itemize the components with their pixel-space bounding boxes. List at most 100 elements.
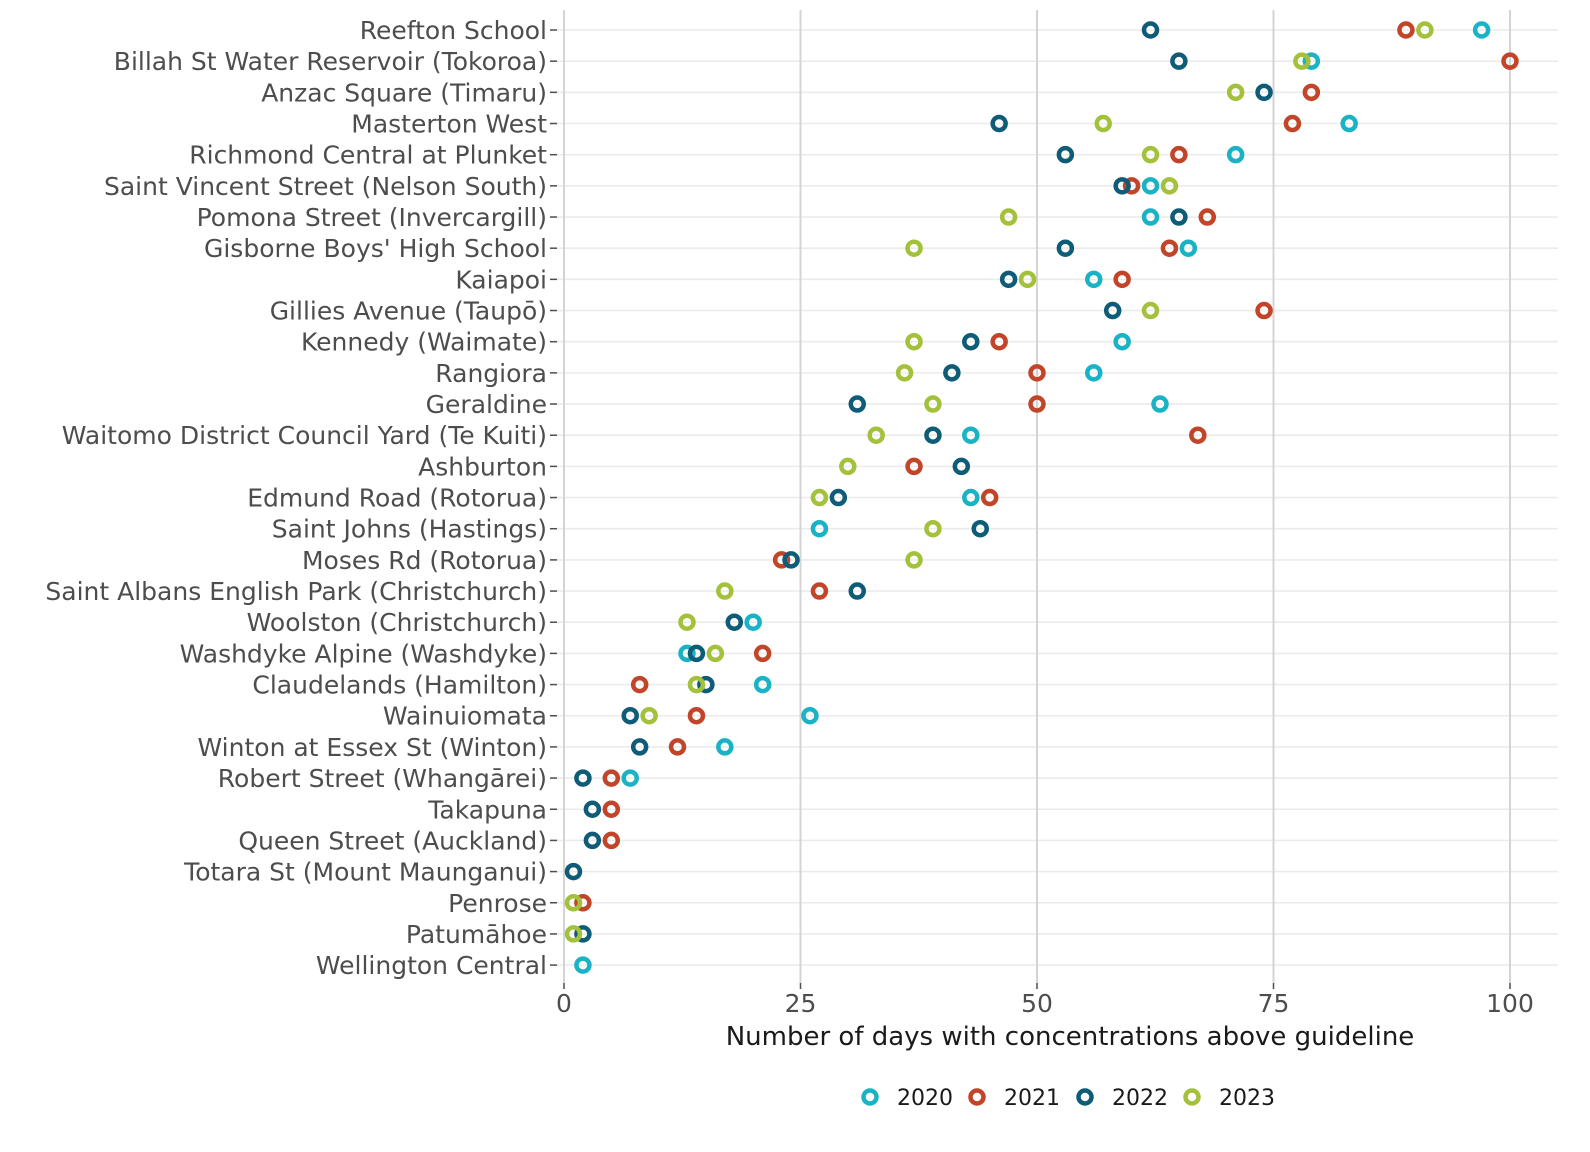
data-point-2022 — [1141, 21, 1160, 39]
site-label: Washdyke Alpine (Washdyke) — [180, 639, 547, 668]
site-label: Geraldine — [426, 390, 547, 419]
x-tick-label: 25 — [785, 989, 817, 1018]
legend-label: 2020 — [897, 1086, 953, 1111]
data-point-2021 — [905, 457, 923, 476]
data-point-2021 — [810, 582, 829, 600]
site-label: Ashburton — [418, 452, 547, 481]
x-tick-label: 100 — [1486, 989, 1534, 1018]
data-point-2022 — [583, 800, 602, 818]
data-point-2023 — [1416, 21, 1434, 39]
data-point-2021 — [980, 488, 999, 507]
data-point-2022 — [1056, 145, 1075, 164]
data-point-2020 — [744, 613, 762, 631]
site-label: Pomona Street (Invercargill) — [197, 203, 547, 232]
data-point-2023 — [895, 364, 914, 382]
site-label: Moses Rd (Rotorua) — [302, 546, 547, 575]
data-point-2022 — [621, 706, 639, 725]
data-point-2020 — [1141, 177, 1160, 195]
data-point-2020 — [1302, 52, 1321, 70]
data-point-2021 — [668, 738, 687, 756]
data-point-2023 — [716, 582, 734, 600]
data-point-2021 — [687, 706, 706, 725]
site-label: Saint Johns (Hastings) — [272, 515, 547, 544]
data-point-2023 — [687, 675, 706, 694]
site-label: Woolston (Christchurch) — [247, 608, 547, 637]
data-point-2021 — [602, 831, 621, 850]
data-point-2020 — [1151, 395, 1169, 413]
data-point-2021 — [1113, 270, 1131, 289]
legend-label: 2022 — [1112, 1086, 1168, 1111]
data-point-2021 — [1170, 145, 1188, 164]
data-point-2022 — [829, 488, 848, 507]
data-point-2023 — [1226, 83, 1245, 102]
data-point-2020 — [716, 738, 734, 756]
site-label: Robert Street (Whangārei) — [218, 764, 547, 793]
data-point-2022 — [630, 738, 649, 756]
site-label: Richmond Central at Plunket — [189, 141, 547, 170]
data-point-2023 — [905, 551, 923, 569]
data-point-2022 — [1170, 52, 1188, 70]
data-point-2021 — [602, 769, 621, 787]
data-point-2022 — [848, 395, 867, 413]
data-point-2023 — [1141, 145, 1160, 164]
data-point-2021 — [602, 800, 621, 818]
site-label: Rangiora — [435, 359, 547, 388]
x-tick-layer: 0 25 50 75 100 — [556, 983, 1534, 1018]
data-point-layer — [564, 21, 1519, 974]
data-point-2021 — [1397, 21, 1415, 39]
data-point-2020 — [753, 675, 772, 694]
axis-layer — [550, 10, 565, 983]
data-point-2021 — [574, 894, 592, 912]
site-label: Kaiapoi — [455, 265, 547, 294]
data-point-2020 — [1340, 114, 1358, 133]
x-axis-title: Number of days with concentrations above… — [726, 1022, 1415, 1052]
data-point-2022 — [574, 769, 592, 787]
data-point-2023 — [678, 613, 696, 631]
legend-item-2023: 2023 — [1183, 1086, 1275, 1111]
data-point-2021 — [1122, 177, 1141, 195]
data-point-2020 — [1113, 332, 1131, 351]
data-point-2021 — [630, 675, 649, 694]
data-point-2023 — [1160, 177, 1179, 195]
data-point-2023 — [1018, 270, 1037, 289]
data-point-2023 — [564, 925, 583, 943]
data-point-2020 — [1141, 208, 1160, 226]
site-label: Patumāhoe — [406, 920, 547, 949]
data-point-2022 — [1170, 208, 1188, 226]
site-label: Saint Vincent Street (Nelson South) — [104, 172, 547, 201]
data-point-2022 — [962, 332, 980, 351]
data-point-2021 — [1189, 426, 1207, 444]
site-label: Billah St Water Reservoir (Tokoroa) — [114, 47, 547, 76]
data-point-2022 — [943, 364, 961, 382]
site-label: Edmund Road (Rotorua) — [247, 484, 547, 513]
data-point-2023 — [640, 706, 658, 725]
site-label: Masterton West — [351, 110, 547, 139]
legend-item-2020: 2020 — [861, 1086, 953, 1111]
site-label: Kennedy (Waimate) — [301, 328, 547, 357]
legend-marker — [861, 1088, 879, 1106]
data-point-2020 — [810, 519, 829, 538]
data-point-2021 — [1028, 364, 1046, 382]
data-point-2023 — [867, 426, 885, 444]
data-point-2020 — [1085, 270, 1103, 289]
site-label: Anzac Square (Timaru) — [261, 78, 547, 107]
data-point-2022 — [1255, 83, 1273, 102]
site-label: Waitomo District Council Yard (Te Kuiti) — [62, 421, 547, 450]
site-label: Claudelands (Hamilton) — [252, 671, 547, 700]
data-point-2023 — [564, 894, 583, 912]
data-point-2020 — [574, 956, 592, 974]
data-point-2020 — [1472, 21, 1491, 39]
data-point-2023 — [924, 395, 942, 413]
data-point-2023 — [810, 488, 829, 507]
data-point-2022 — [687, 644, 706, 663]
data-point-2022 — [564, 862, 583, 881]
data-point-2023 — [905, 239, 923, 257]
x-tick-label: 0 — [556, 989, 572, 1018]
data-point-2023 — [1094, 114, 1112, 133]
data-point-2021 — [990, 332, 1008, 351]
data-point-2022 — [782, 551, 800, 569]
data-point-2023 — [905, 332, 923, 351]
data-point-2023 — [1141, 301, 1160, 320]
